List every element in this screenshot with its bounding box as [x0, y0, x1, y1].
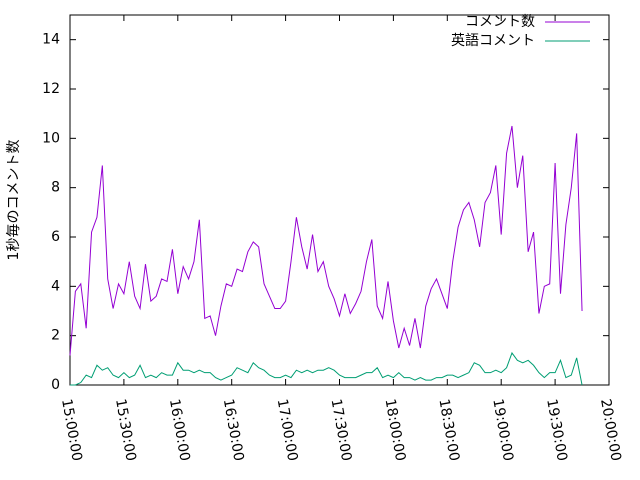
series-line — [69, 125, 583, 356]
x-tick-label: 16:30:00 — [220, 398, 247, 463]
y-tick-label: 0 — [51, 377, 60, 393]
x-tick-label: 18:00:00 — [382, 398, 409, 463]
y-tick-label: 14 — [42, 32, 60, 48]
x-tick-label: 19:00:00 — [489, 398, 516, 463]
x-tick-label: 16:00:00 — [166, 398, 193, 463]
plot-border — [69, 14, 610, 386]
x-tick-label: 17:30:00 — [328, 398, 355, 463]
x-tick-label: 19:30:00 — [543, 398, 570, 463]
y-axis-label: 1秒毎のコメント数 — [6, 140, 22, 261]
x-tick-label: 17:00:00 — [274, 398, 301, 463]
x-tick-label: 15:30:00 — [112, 398, 139, 463]
x-tick-label: 18:30:00 — [435, 398, 462, 463]
legend-label: 英語コメント — [451, 32, 535, 49]
x-tick-label: 20:00:00 — [597, 398, 624, 463]
y-tick-label: 4 — [51, 278, 60, 294]
y-tick-label: 12 — [42, 81, 60, 97]
legend-label: コメント数 — [465, 14, 535, 30]
y-tick-label: 8 — [51, 180, 60, 196]
y-tick-label: 6 — [51, 229, 60, 245]
series-line — [70, 351, 583, 386]
y-tick-label: 2 — [51, 328, 60, 344]
x-tick-label: 15:00:00 — [58, 398, 85, 463]
y-tick-label: 10 — [42, 130, 60, 146]
